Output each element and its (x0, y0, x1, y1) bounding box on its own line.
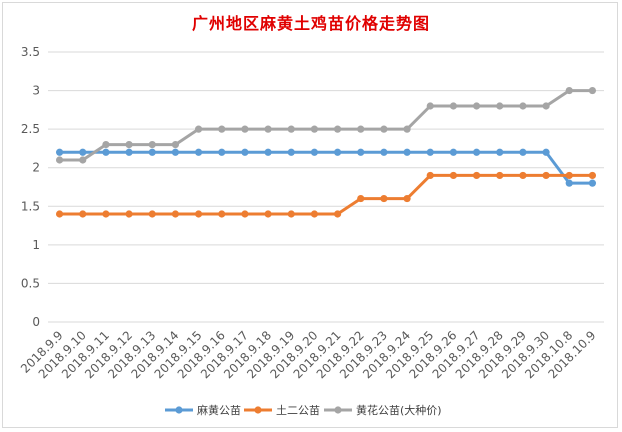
y-tick-label: 0.5 (21, 276, 40, 290)
data-point (426, 148, 434, 156)
data-point (472, 102, 481, 110)
data-point (194, 210, 203, 218)
data-point (403, 125, 411, 133)
data-point (333, 210, 342, 218)
data-point (102, 210, 110, 218)
legend-label: 土二公苗 (276, 404, 320, 417)
y-tick-label: 3 (32, 84, 40, 98)
data-point (55, 210, 64, 218)
data-point (55, 156, 64, 164)
data-point (403, 148, 411, 156)
data-point (542, 171, 550, 180)
data-point (519, 148, 527, 156)
data-point (588, 86, 597, 95)
y-tick-label: 2 (32, 161, 40, 175)
data-point (542, 102, 550, 110)
data-point (171, 210, 180, 218)
data-point (310, 210, 319, 218)
data-point (403, 194, 411, 203)
data-point (194, 125, 203, 133)
data-point (79, 210, 87, 218)
data-point (519, 102, 527, 110)
data-point (357, 148, 365, 156)
data-point (380, 125, 388, 133)
data-point (380, 148, 388, 156)
data-point (102, 140, 110, 149)
data-point (125, 148, 133, 156)
data-point (148, 148, 156, 156)
data-point (496, 171, 504, 180)
data-point (380, 194, 388, 203)
data-point (218, 125, 226, 133)
data-point (287, 125, 295, 133)
legend-label: 黄花公苗(大种价) (356, 403, 442, 417)
data-point (496, 148, 504, 156)
data-point (148, 140, 156, 149)
data-point (287, 210, 295, 218)
data-point (333, 148, 342, 156)
data-point (264, 148, 272, 156)
legend-swatch-marker (254, 406, 262, 414)
data-point (125, 140, 133, 149)
data-point (287, 148, 295, 156)
data-point (148, 210, 156, 218)
data-point (426, 171, 434, 180)
y-tick-label: 1.5 (21, 199, 40, 213)
data-point (496, 102, 504, 110)
data-point (588, 171, 597, 180)
data-point (565, 179, 573, 187)
data-point (125, 210, 133, 218)
data-point (472, 171, 481, 180)
legend-label: 麻黄公苗 (197, 403, 241, 417)
data-point (565, 86, 573, 95)
data-point (449, 171, 458, 180)
data-point (588, 179, 597, 187)
data-point (241, 210, 249, 218)
data-point (79, 148, 87, 156)
series-line (59, 89, 593, 162)
data-point (102, 148, 110, 156)
data-point (79, 156, 87, 164)
data-point (55, 148, 64, 156)
data-point (565, 171, 573, 180)
y-tick-label: 1 (32, 238, 40, 252)
data-point (264, 125, 272, 133)
data-point (264, 210, 272, 218)
data-point (449, 102, 458, 110)
data-point (357, 194, 365, 203)
data-point (357, 125, 365, 133)
data-point (426, 102, 434, 110)
data-point (310, 148, 319, 156)
data-point (449, 148, 458, 156)
data-point (310, 125, 319, 133)
data-point (241, 125, 249, 133)
y-tick-label: 2.5 (21, 122, 40, 136)
legend-swatch-marker (334, 406, 342, 414)
data-point (218, 148, 226, 156)
series-line (59, 173, 593, 216)
data-point (333, 125, 342, 133)
chart-title: 广州地区麻黄土鸡苗价格走势图 (191, 14, 430, 33)
data-point (171, 148, 180, 156)
series-line (59, 150, 593, 185)
data-point (542, 148, 550, 156)
data-point (171, 140, 180, 149)
data-point (519, 171, 527, 180)
legend-swatch-marker (175, 406, 183, 414)
data-point (241, 148, 249, 156)
data-point (218, 210, 226, 218)
y-tick-label: 3.5 (21, 45, 40, 59)
data-point (194, 148, 203, 156)
data-point (472, 148, 481, 156)
y-tick-label: 0 (32, 315, 40, 329)
